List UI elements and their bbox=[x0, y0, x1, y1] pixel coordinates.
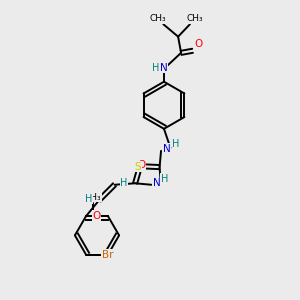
Text: N: N bbox=[153, 178, 160, 188]
Text: H: H bbox=[161, 174, 168, 184]
Text: N: N bbox=[163, 143, 171, 154]
Text: O: O bbox=[195, 39, 203, 49]
Text: H: H bbox=[120, 178, 128, 188]
Text: CH₃: CH₃ bbox=[85, 193, 101, 202]
Text: H: H bbox=[85, 194, 93, 204]
Text: O: O bbox=[93, 211, 101, 221]
Text: S: S bbox=[135, 161, 141, 172]
Text: CH₃: CH₃ bbox=[150, 14, 166, 23]
Text: O: O bbox=[137, 160, 145, 170]
Text: CH₃: CH₃ bbox=[186, 14, 202, 23]
Text: N: N bbox=[160, 63, 168, 73]
Text: H: H bbox=[172, 140, 179, 149]
Text: Br: Br bbox=[102, 250, 113, 260]
Text: H: H bbox=[152, 63, 159, 73]
